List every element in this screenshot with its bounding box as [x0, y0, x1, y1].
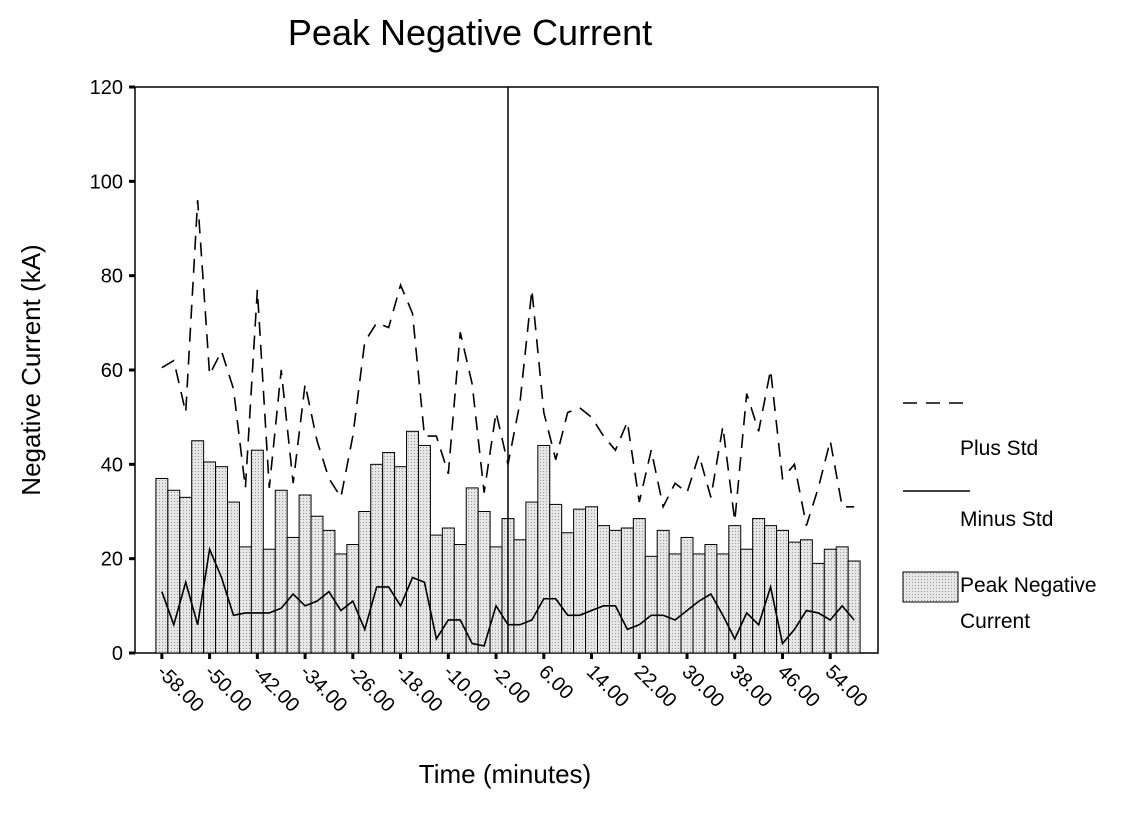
legend-swatch	[902, 571, 959, 603]
bar	[215, 466, 229, 654]
x-tick-label: -34.00	[296, 661, 352, 717]
bar	[549, 503, 563, 654]
bar	[704, 544, 718, 654]
bar	[847, 560, 861, 654]
x-tick-label: -42.00	[248, 661, 304, 717]
bar	[644, 555, 658, 654]
y-tick-label: 0	[112, 643, 123, 665]
y-axis-title: Negative Current (kA)	[16, 244, 46, 495]
bar	[835, 546, 849, 654]
x-tick-label: -18.00	[391, 661, 447, 717]
bar	[728, 525, 742, 654]
x-tick-label: -26.00	[343, 661, 399, 717]
bar	[561, 532, 575, 654]
bar	[250, 449, 264, 654]
bar	[799, 539, 813, 654]
x-tick-label: 54.00	[821, 661, 872, 712]
bar	[406, 430, 419, 654]
bar	[776, 529, 789, 654]
bar	[465, 487, 479, 654]
bar	[441, 527, 455, 654]
bar	[787, 541, 801, 654]
bar	[608, 529, 622, 654]
bar	[656, 529, 670, 654]
bar	[453, 544, 467, 654]
bar	[632, 518, 646, 654]
legend-label: Peak Negative Current	[960, 574, 1097, 633]
legend-label: Minus Std	[960, 508, 1054, 531]
bar	[274, 489, 288, 654]
bar	[716, 553, 730, 654]
bar	[585, 506, 599, 654]
chart-title: Peak Negative Current	[288, 12, 652, 53]
bar	[370, 463, 384, 654]
x-tick-label: -10.00	[439, 661, 495, 717]
bar	[227, 501, 240, 654]
bar	[346, 544, 360, 654]
bar	[167, 489, 181, 654]
bar	[155, 477, 169, 654]
bar	[179, 496, 193, 654]
bar	[752, 518, 766, 654]
bar	[394, 466, 408, 654]
x-tick-label: -58.00	[152, 661, 208, 717]
bar	[668, 553, 682, 654]
x-tick-label: 38.00	[725, 661, 776, 712]
bar	[740, 548, 754, 654]
bar	[238, 546, 252, 654]
x-tick-label: -50.00	[200, 661, 256, 717]
bar	[525, 501, 539, 654]
x-tick-label: 22.00	[630, 661, 681, 712]
bar	[597, 525, 610, 654]
bar	[382, 452, 396, 654]
bar	[680, 536, 694, 654]
bar	[573, 508, 587, 654]
x-tick-label: 6.00	[534, 661, 577, 704]
y-tick-label: 60	[101, 360, 123, 382]
bar	[811, 562, 825, 654]
y-tick-label: 40	[101, 454, 123, 476]
bar	[823, 548, 837, 654]
line-series	[161, 546, 855, 647]
bar	[537, 444, 551, 654]
bar	[358, 511, 372, 654]
bar	[298, 494, 312, 654]
x-tick-label: 30.00	[677, 661, 728, 712]
y-tick-label: 120	[90, 77, 123, 99]
y-tick-label: 100	[90, 171, 123, 193]
line-series	[161, 200, 855, 526]
y-tick-label: 80	[101, 266, 123, 288]
x-axis-title: Time (minutes)	[419, 759, 591, 789]
bar	[310, 515, 324, 654]
bar	[262, 548, 276, 654]
x-tick-label: 14.00	[582, 661, 633, 712]
x-tick-label: 46.00	[773, 661, 824, 712]
bar	[417, 444, 431, 654]
bar	[620, 527, 634, 654]
legend-label: Plus Std	[960, 437, 1039, 460]
y-tick-label: 20	[101, 549, 123, 571]
bar	[489, 546, 503, 654]
bar	[513, 539, 527, 654]
